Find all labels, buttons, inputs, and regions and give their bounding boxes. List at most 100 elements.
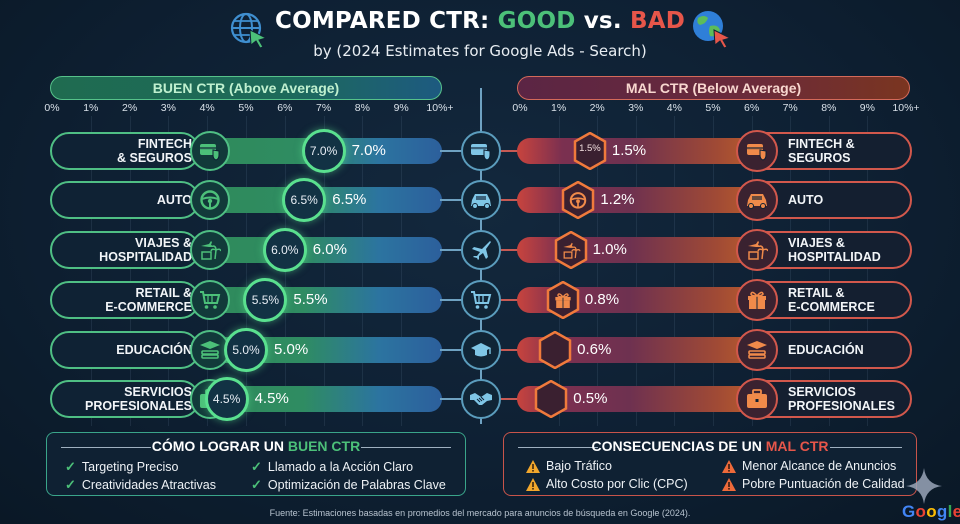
good-category-label: VIAJES & HOSPITALIDAD [99, 236, 192, 264]
gridline [362, 116, 364, 426]
connector [500, 249, 520, 251]
good-category-label: EDUCACIÓN [116, 343, 192, 357]
x-tick-label: 5% [705, 102, 721, 114]
good-category-pill [50, 181, 200, 219]
x-tick-label: 7% [782, 102, 798, 114]
graduation-books-icon [736, 329, 778, 371]
connector [440, 249, 462, 251]
x-tick-label: 9% [859, 102, 875, 114]
gridline [867, 116, 869, 426]
bad-bar-track [517, 138, 767, 164]
connector [500, 398, 520, 400]
good-bar-track [190, 237, 442, 263]
handshake-icon [461, 379, 501, 419]
x-tick-label: 6% [277, 102, 293, 114]
good-data-label: 4.5% [254, 390, 289, 407]
good-data-label: 6.0% [312, 241, 347, 258]
x-tick-label: 10%+ [426, 102, 454, 114]
gridline [828, 116, 830, 426]
connector [440, 398, 462, 400]
bad-value-marker [554, 230, 588, 270]
bad-value-marker: 1.5% [573, 131, 607, 171]
gridline [129, 116, 131, 426]
good-category-pill [50, 380, 200, 418]
credit-card-shield-icon [461, 131, 501, 171]
bad-category-label: RETAIL & E-COMMERCE [788, 286, 875, 314]
good-value-marker: 5.5% [243, 278, 288, 322]
good-value-marker: 4.5% [204, 377, 249, 421]
gridline [713, 116, 714, 426]
x-tick-label: 0% [512, 102, 528, 114]
x-tick-label: 4% [666, 102, 682, 114]
x-tick-label: 3% [160, 102, 176, 114]
tip-item: ✓ Targeting Preciso [65, 459, 179, 474]
good-category-label: RETAIL & E-COMMERCE [105, 286, 192, 314]
gridline [751, 116, 753, 426]
steering-wheel-icon [570, 192, 587, 209]
gridline [207, 116, 209, 426]
shopping-cart-icon [461, 280, 501, 320]
x-tick-label: 5% [238, 102, 254, 114]
consequences-title: CONSECUENCIAS DE UN MAL CTR [591, 438, 829, 454]
page-subtitle: by (2024 Estimates for Google Ads - Sear… [313, 42, 647, 60]
steering-wheel-icon [190, 180, 230, 220]
good-category-pill [50, 231, 200, 269]
x-tick-label: 8% [821, 102, 837, 114]
bad-category-label: SERVICIOS PROFESIONALES [788, 385, 895, 413]
source-footnote: Fuente: Estimaciones basadas en promedio… [269, 508, 691, 518]
bad-value-marker [534, 379, 568, 419]
warning-icon [722, 459, 736, 473]
tips-title: CÓMO LOGRAR UN BUEN CTR [151, 438, 361, 454]
gridline [597, 116, 599, 426]
warning-icon [526, 459, 540, 473]
good-value-marker: 7.0% [301, 129, 346, 173]
good-category-label: AUTO [156, 193, 192, 207]
bad-value-marker [538, 330, 572, 370]
x-tick-label: 9% [393, 102, 409, 114]
connector [440, 299, 462, 301]
car-icon [736, 179, 778, 221]
bad-category-label: EDUCACIÓN [788, 343, 864, 357]
good-value-marker: 6.5% [282, 178, 327, 222]
connector [500, 199, 520, 201]
bad-data-label: 0.8% [584, 291, 620, 308]
connector [500, 299, 520, 301]
bad-value-marker [561, 180, 595, 220]
graduation-cap-icon [461, 330, 501, 370]
plane-palm-icon [562, 242, 581, 259]
x-tick-label: 7% [316, 102, 332, 114]
bad-ctr-heading: MAL CTR (Below Average) [517, 76, 910, 100]
plane-palm-icon [736, 229, 778, 271]
good-category-pill [50, 331, 200, 369]
x-tick-label: 3% [628, 102, 644, 114]
check-icon: ✓ [65, 459, 76, 474]
good-bar-track [190, 287, 442, 313]
good-category-label: FINTECH & SEGUROS [116, 137, 192, 165]
bad-category-label: AUTO [788, 193, 824, 207]
x-tick-label: 1% [551, 102, 567, 114]
page-title: COMPARED CTR: GOOD vs. BAD [274, 8, 685, 34]
connector [440, 349, 462, 351]
google-logo: Google [902, 502, 960, 521]
check-icon: ✓ [251, 477, 262, 492]
tip-item: ✓ Optimización de Palabras Clave [251, 477, 446, 492]
bad-data-label: 0.6% [577, 341, 612, 358]
gift-icon [555, 293, 571, 309]
bad-data-label: 1.5% [611, 142, 647, 159]
x-tick-label: 10%+ [892, 102, 920, 114]
gridline [246, 116, 247, 426]
credit-card-shield-icon [190, 131, 230, 171]
sparkle-icon [906, 468, 942, 504]
consequence-item: Pobre Puntuación de Calidad [722, 477, 905, 491]
divider [830, 447, 902, 448]
connector [440, 150, 462, 152]
divider [361, 447, 451, 448]
warning-icon [722, 477, 736, 491]
good-category-label: SERVICIOS PROFESIONALES [85, 385, 192, 413]
x-tick-label: 1% [83, 102, 99, 114]
x-tick-label: 2% [122, 102, 138, 114]
good-data-label: 7.0% [351, 142, 386, 159]
connector [440, 199, 462, 201]
divider [518, 447, 598, 448]
x-tick-label: 6% [744, 102, 760, 114]
